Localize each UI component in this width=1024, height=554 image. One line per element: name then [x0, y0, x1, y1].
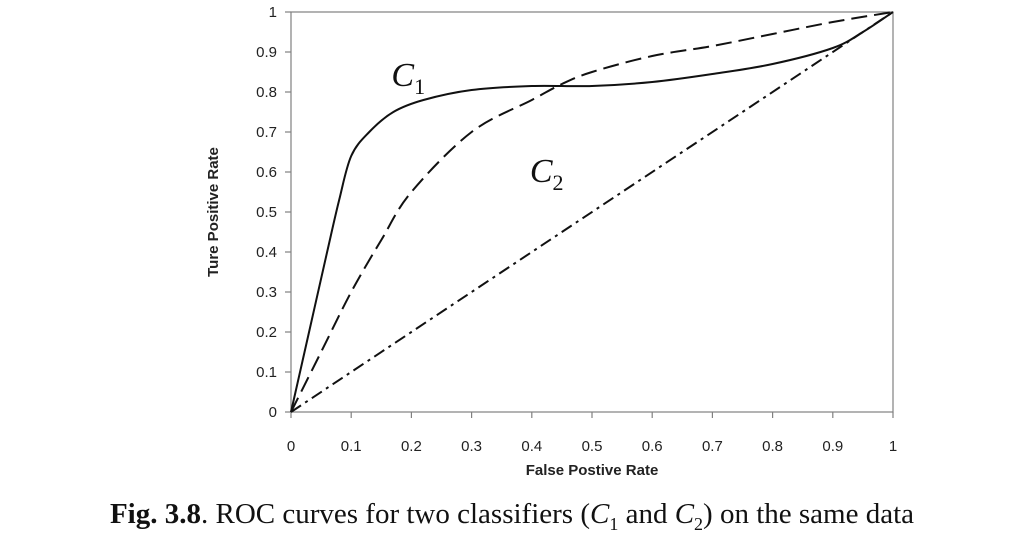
y-tick-label: 0.9 — [256, 44, 277, 61]
caption-c2-main: C — [674, 498, 695, 530]
x-tick-label: 0 — [287, 438, 295, 455]
curve-label-main: C — [391, 57, 414, 94]
y-tick-label: 0.6 — [256, 164, 277, 181]
roc-curve-c1 — [290, 11, 894, 413]
x-tick-label: 0.8 — [762, 438, 783, 455]
x-tick-label: 1 — [889, 438, 897, 455]
x-tick-label: 0.7 — [702, 438, 723, 455]
curve-label-sub: 1 — [414, 74, 425, 99]
y-tick-label: 0.3 — [256, 284, 277, 301]
y-tick-label: 0 — [269, 404, 277, 421]
y-tick-label: 0.7 — [256, 124, 277, 141]
curve-label-sub: 2 — [553, 170, 564, 195]
roc-curve-c2 — [290, 11, 894, 413]
x-tick-label: 0.2 — [401, 438, 422, 455]
x-tick-label: 0.3 — [461, 438, 482, 455]
y-axis-title: Ture Positive Rate — [205, 147, 222, 277]
x-tick-label: 0.6 — [642, 438, 663, 455]
y-tick-label: 0.2 — [256, 324, 277, 341]
y-tick-label: 0.1 — [256, 364, 277, 381]
x-tick-label: 0.9 — [822, 438, 843, 455]
caption-label: Fig. 3.8 — [109, 498, 201, 530]
caption-c1-main: C — [589, 498, 610, 530]
figure-caption: Fig. 3.8. ROC curves for two classifiers… — [0, 498, 1024, 535]
curve-label-c1: C1 — [391, 57, 425, 99]
y-tick-label: 1 — [269, 4, 277, 21]
caption-text-3: ) on the same data — [703, 498, 915, 530]
curve-label-main: C — [530, 153, 553, 190]
caption-c2-sub: 2 — [694, 513, 704, 534]
roc-curve-diagonal — [290, 11, 894, 413]
y-tick-label: 0.4 — [256, 244, 277, 261]
curve-label-c2: C2 — [530, 153, 564, 195]
y-tick-label: 0.8 — [256, 84, 277, 101]
x-tick-label: 0.4 — [521, 438, 542, 455]
x-axis-title: False Postive Rate — [526, 462, 659, 479]
caption-text-1: . ROC curves for two classifiers ( — [200, 498, 590, 530]
x-tick-label: 0.1 — [341, 438, 362, 455]
x-tick-label: 0.5 — [582, 438, 603, 455]
caption-c1-sub: 1 — [609, 513, 619, 534]
caption-text-2: and — [618, 498, 675, 530]
y-tick-label: 0.5 — [256, 204, 277, 221]
